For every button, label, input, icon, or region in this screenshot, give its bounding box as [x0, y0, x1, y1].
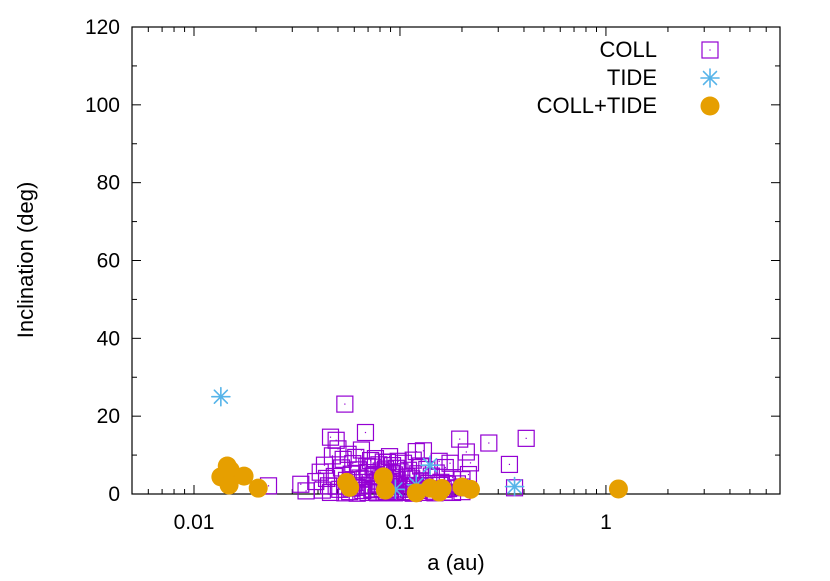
y-tick-label: 100 — [85, 94, 120, 117]
coll-point — [461, 454, 480, 472]
x-tick-labels: 0.01 0.1 1 — [174, 511, 612, 534]
coll-tide-point — [219, 475, 239, 495]
x-tick-label: 1 — [600, 511, 612, 534]
y-tick-label: 80 — [97, 172, 120, 195]
tide-point — [420, 455, 440, 476]
coll-point — [389, 452, 407, 470]
coll-point — [441, 454, 459, 472]
coll-point — [321, 483, 340, 502]
y-tick-label: 120 — [85, 16, 120, 39]
coll-point — [517, 429, 535, 447]
coll-tide-point — [608, 479, 628, 499]
data-points — [211, 386, 628, 503]
coll-point — [347, 448, 365, 467]
legend-marker-coll-tide — [700, 96, 720, 116]
tide-point — [504, 476, 525, 497]
coll-point — [297, 482, 315, 500]
coll-point — [292, 475, 310, 493]
legend-label-coll-tide: COLL+TIDE — [537, 93, 657, 118]
coll-tide-point — [375, 480, 395, 500]
y-tick-label: 20 — [97, 405, 120, 428]
coll-point — [436, 458, 454, 477]
coll-tide-point — [340, 477, 360, 497]
y-tick-label: 0 — [108, 483, 120, 506]
coll-point — [480, 434, 498, 452]
axis-ticks — [132, 26, 780, 495]
legend-label-tide: TIDE — [607, 65, 657, 90]
y-axis-label: Inclination (deg) — [13, 182, 38, 339]
coll-tide-point — [234, 466, 254, 486]
x-tick-label: 0.1 — [385, 511, 414, 534]
coll-point — [451, 430, 469, 448]
legend-markers — [700, 41, 720, 116]
coll-point — [329, 440, 347, 458]
legend: COLL TIDE COLL+TIDE — [537, 37, 720, 118]
legend-label-coll: COLL — [600, 37, 657, 62]
legend-marker-coll — [701, 41, 719, 59]
coll-point — [356, 423, 375, 442]
coll-point — [336, 395, 354, 413]
x-axis-label: a (au) — [427, 550, 484, 575]
coll-tide-point — [432, 479, 452, 499]
legend-marker-tide — [700, 68, 720, 88]
coll-point — [414, 442, 433, 460]
coll-point — [380, 448, 399, 466]
tide-point — [211, 386, 231, 407]
y-tick-label: 60 — [97, 250, 120, 273]
y-tick-labels: 0 20 40 60 80 100 120 — [85, 16, 120, 506]
coll-tide-point — [460, 479, 480, 499]
coll-point — [500, 455, 519, 474]
coll-point — [404, 451, 422, 469]
y-tick-label: 40 — [97, 327, 120, 350]
coll-point — [457, 443, 475, 461]
plot-frame — [131, 26, 781, 495]
coll-point — [344, 455, 362, 473]
x-tick-label: 0.01 — [174, 511, 215, 534]
coll-tide-point — [248, 478, 268, 498]
